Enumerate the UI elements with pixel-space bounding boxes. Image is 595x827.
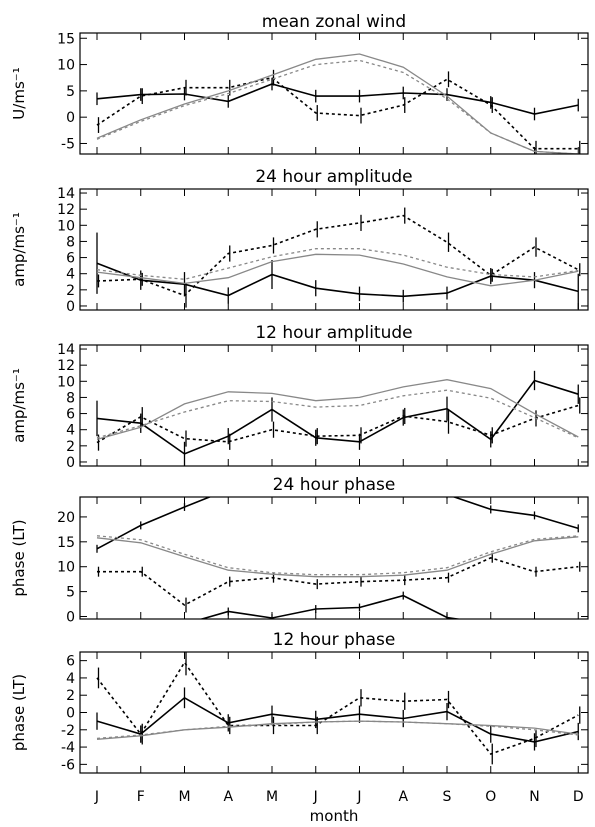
series-line-solid-black [96,696,579,743]
x-axis-label: month [310,807,359,825]
x-tick-label: F [137,789,145,805]
y-axis-label: phase (LT) [10,519,28,596]
y-tick-label: 0 [66,610,75,626]
series-line-solid-black [96,83,579,115]
y-tick-label: 6 [66,251,75,267]
series-line-dotted-black [97,556,579,607]
y-tick-label: -4 [61,740,75,756]
x-tick-label: S [443,789,452,805]
panel-title: 24 hour phase [273,475,396,495]
x-tick-label: J [356,789,361,805]
panel-title: 24 hour amplitude [255,167,412,187]
y-tick-label: 12 [57,358,75,374]
series-line-solid-black [96,497,579,550]
x-tick-label: J [313,789,318,805]
y-tick-label: 0 [66,299,75,315]
series-line-solid-black [199,594,463,619]
panel-1: mean zonal wind U/ms⁻¹ -5 0 5 10 15 [10,12,589,155]
plot-frame [79,188,589,311]
y-axis-label: U/ms⁻¹ [10,67,28,119]
y-tick-label: -5 [61,136,75,152]
y-tick-label: 8 [66,234,75,250]
y-tick-label: 0 [66,455,75,471]
x-tick-label: M [178,789,190,805]
series-line-dotted-gray [96,59,579,154]
series-line-dotted-gray [96,389,579,439]
y-tick-label: 6 [66,654,75,670]
series-line-solid-black [96,262,579,298]
x-tick-label: M [266,789,278,805]
panel-title: 12 hour phase [273,630,396,650]
x-tick-label: A [398,789,408,805]
y-axis-label: amp/ms⁻¹ [10,368,28,443]
y-tick-label: 15 [57,31,75,47]
y-tick-label: -6 [61,757,75,773]
y-tick-label: 20 [57,510,75,526]
y-tick-label: 10 [57,218,75,234]
series-line-solid-gray [96,536,579,578]
series-line-dotted-black [96,76,579,150]
x-tick-label: O [485,789,496,805]
series-line-dotted-black [96,404,579,444]
y-tick-label: 10 [57,560,75,576]
series-line-solid-black [96,379,579,455]
y-tick-label: 0 [66,706,75,722]
series-line-dotted-gray [96,720,579,740]
y-tick-label: 5 [66,585,75,601]
series-line-solid-gray [96,379,579,441]
y-tick-label: 10 [57,374,75,390]
y-axis-label: phase (LT) [10,674,28,751]
panel-title: 12 hour amplitude [255,323,412,343]
y-tick-label: -2 [61,723,75,739]
y-axis-label: amp/ms⁻¹ [10,212,28,287]
y-tick-label: 2 [66,439,75,455]
y-tick-label: 0 [66,110,75,126]
y-tick-label: 8 [66,390,75,406]
plot-frame [79,32,589,155]
x-tick-label: N [529,789,539,805]
y-tick-label: 14 [57,186,75,202]
series-line-dotted-black [96,214,579,297]
x-tick-label: A [223,789,233,805]
y-tick-label: 2 [66,283,75,299]
series-line-solid-gray [96,53,579,154]
plot-area [96,652,581,765]
y-tick-label: 4 [66,267,75,283]
plot-frame [79,651,589,774]
plot-area [96,207,581,310]
series-line-dotted-gray [96,535,579,576]
plot-frame [79,344,589,467]
panel-4: 24 hour phase phase (LT) 0 5 10 15 20 [10,475,589,626]
y-tick-label: 15 [57,535,75,551]
x-tick-label: J [94,789,99,805]
series-line-dotted-black [96,660,579,755]
y-tick-label: 5 [66,84,75,100]
plot-area [96,53,581,154]
panel-title: mean zonal wind [262,12,406,32]
plot-area [96,497,581,619]
panel-5: 12 hour phase phase (LT) -6-4-20 246 [10,630,589,774]
y-tick-label: 4 [66,423,75,439]
y-tick-label: 4 [66,671,75,687]
y-tick-label: 10 [57,58,75,74]
x-tick-label: D [573,789,584,805]
series-line-dotted-gray [96,248,579,280]
y-tick-label: 14 [57,342,75,358]
series-line-solid-gray [96,253,579,287]
y-tick-label: 2 [66,688,75,704]
plot-area [96,370,581,466]
y-tick-label: 12 [57,202,75,218]
y-tick-label: 6 [66,407,75,423]
plot-frame [79,496,589,620]
